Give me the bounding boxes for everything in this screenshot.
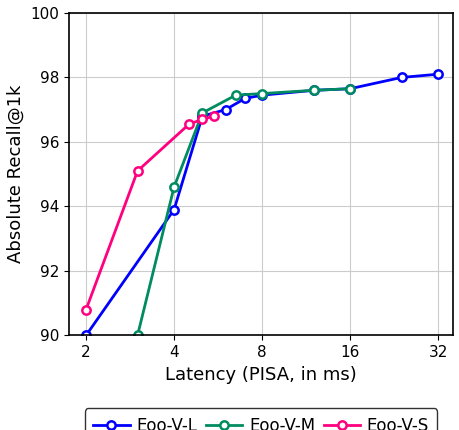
Eᴏᴏ-V-L (222, 107, 228, 112)
Eᴏᴏ-V-M (199, 111, 205, 116)
Eᴏᴏ-V-S (211, 114, 217, 119)
Eᴏᴏ-V-L (83, 333, 89, 338)
Eᴏᴏ-V-L (199, 114, 205, 119)
Eᴏᴏ-V-M (232, 92, 238, 98)
Eᴏᴏ-V-L (310, 88, 316, 93)
Legend: Eᴏᴏ-V-L, Eᴏᴏ-V-M, Eᴏᴏ-V-S: Eᴏᴏ-V-L, Eᴏᴏ-V-M, Eᴏᴏ-V-S (84, 408, 437, 430)
Eᴏᴏ-V-M (259, 91, 264, 96)
Eᴏᴏ-V-S (134, 169, 140, 174)
Eᴏᴏ-V-M (310, 88, 316, 93)
Eᴏᴏ-V-M (171, 184, 176, 190)
Eᴏᴏ-V-L (242, 96, 247, 101)
X-axis label: Latency (PISA, in ms): Latency (PISA, in ms) (165, 366, 356, 384)
Line: Eᴏᴏ-V-L: Eᴏᴏ-V-L (82, 70, 441, 340)
Eᴏᴏ-V-L (398, 75, 403, 80)
Eᴏᴏ-V-M (347, 86, 352, 91)
Eᴏᴏ-V-S (199, 117, 205, 122)
Eᴏᴏ-V-L (259, 92, 264, 98)
Eᴏᴏ-V-L (347, 86, 352, 91)
Y-axis label: Absolute Recall@1k: Absolute Recall@1k (7, 85, 25, 263)
Eᴏᴏ-V-S (83, 307, 89, 312)
Line: Eᴏᴏ-V-M: Eᴏᴏ-V-M (133, 85, 353, 340)
Eᴏᴏ-V-L (434, 72, 440, 77)
Eᴏᴏ-V-S (186, 122, 191, 127)
Eᴏᴏ-V-L (171, 207, 176, 212)
Line: Eᴏᴏ-V-S: Eᴏᴏ-V-S (82, 112, 218, 314)
Eᴏᴏ-V-M (134, 333, 140, 338)
